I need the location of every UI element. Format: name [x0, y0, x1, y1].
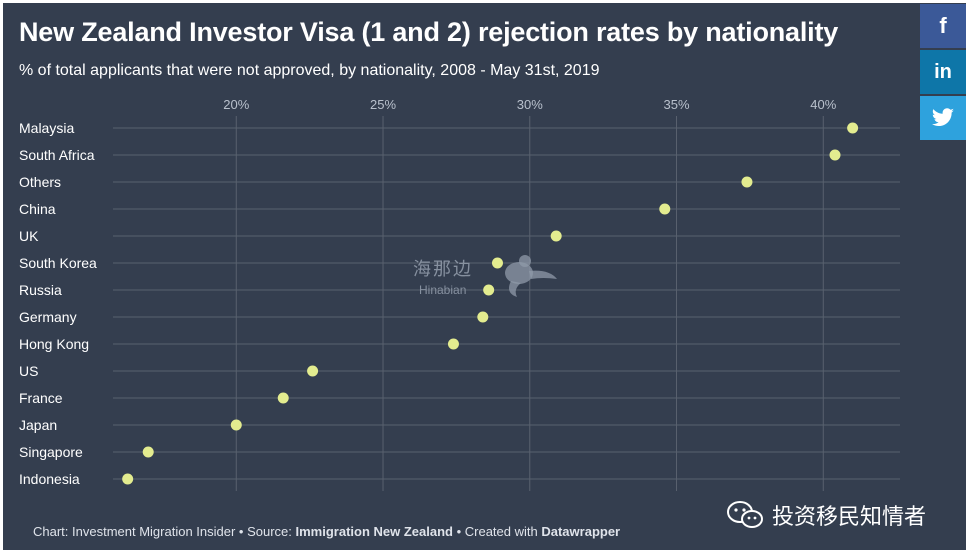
category-label: UK	[19, 228, 39, 244]
category-label: China	[19, 201, 56, 217]
data-point[interactable]	[550, 230, 562, 242]
watermark-chinese: 海那边	[413, 259, 473, 279]
category-label: Hong Kong	[19, 336, 89, 352]
twitter-share-button[interactable]	[920, 96, 966, 140]
category-label: Germany	[19, 309, 77, 325]
linkedin-icon: in	[934, 60, 952, 83]
facebook-share-button[interactable]: f	[920, 4, 966, 48]
data-point[interactable]	[307, 365, 319, 377]
category-label: US	[19, 363, 38, 379]
facebook-icon: f	[939, 13, 947, 38]
category-label: Japan	[19, 417, 57, 433]
data-point[interactable]	[230, 419, 242, 431]
data-point[interactable]	[483, 284, 495, 296]
data-point[interactable]	[741, 176, 753, 188]
x-tick-label: 40%	[810, 97, 836, 112]
data-point[interactable]	[659, 203, 671, 215]
linkedin-share-button[interactable]: in	[920, 50, 966, 94]
data-point[interactable]	[122, 473, 134, 485]
watermark-english: Hinabian	[419, 283, 467, 297]
category-label: Indonesia	[19, 471, 80, 487]
footer-source: Immigration New Zealand	[295, 524, 453, 539]
category-label: France	[19, 390, 63, 406]
x-tick-label: 30%	[517, 97, 543, 112]
chart-subtitle: % of total applicants that were not appr…	[19, 62, 600, 79]
bird-logo-icon	[505, 255, 557, 297]
twitter-icon	[931, 108, 954, 126]
x-tick-label: 25%	[370, 97, 396, 112]
x-tick-label: 35%	[664, 97, 690, 112]
footer-prefix: Chart: Investment Migration Insider • So…	[33, 524, 296, 539]
category-label: Singapore	[19, 444, 83, 460]
chart-title: New Zealand Investor Visa (1 and 2) reje…	[19, 17, 839, 47]
data-point[interactable]	[829, 149, 841, 161]
chart-footer: Chart: Investment Migration Insider • So…	[33, 524, 620, 539]
data-point[interactable]	[142, 446, 154, 458]
data-point[interactable]	[847, 122, 859, 134]
data-point[interactable]	[447, 338, 459, 350]
data-point[interactable]	[477, 311, 489, 323]
wechat-label: 投资移民知情者	[772, 504, 927, 529]
category-label: Russia	[19, 282, 62, 298]
chart-plot: 20% 25% 30% 35% 40% Malaysia South Africa Othe…	[19, 97, 900, 491]
data-point[interactable]	[277, 392, 289, 404]
category-label: South Korea	[19, 255, 97, 271]
chart-frame: New Zealand Investor Visa (1 and 2) reje…	[3, 3, 966, 550]
wechat-account: 投资移民知情者	[726, 499, 926, 531]
share-bar: f in	[920, 4, 966, 142]
footer-tool: Datawrapper	[541, 524, 621, 539]
category-label: Malaysia	[19, 120, 74, 136]
category-label: South Africa	[19, 147, 95, 163]
category-label: Others	[19, 174, 61, 190]
wechat-icon	[727, 501, 763, 528]
data-point[interactable]	[491, 257, 503, 269]
x-tick-label: 20%	[223, 97, 249, 112]
footer-middle: • Created with	[452, 524, 542, 539]
watermark: 海那边 Hinabian	[413, 255, 473, 297]
